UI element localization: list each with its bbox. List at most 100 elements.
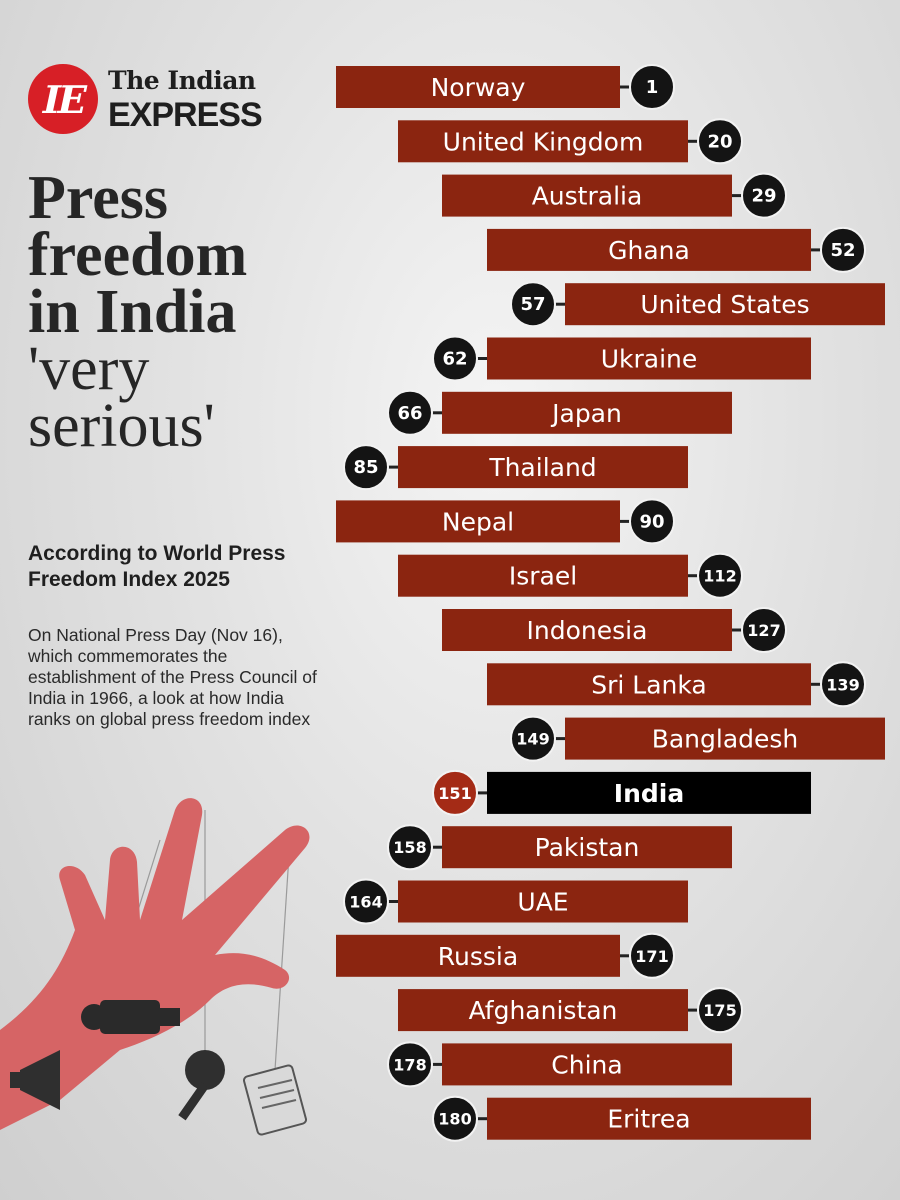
bar-india (487, 771, 811, 814)
chart-row-afghanistan: Afghanistan 175 (398, 987, 743, 1034)
bar-uae (398, 880, 688, 923)
rank-value-israel: 112 (703, 567, 736, 586)
chart-row-japan: Japan 66 (387, 389, 732, 436)
rank-value-bangladesh: 149 (516, 730, 549, 749)
rank-badge-ghana (820, 226, 866, 273)
headline: Press freedom in India 'very serious' (28, 164, 358, 460)
rank-badge-united-states (510, 281, 556, 328)
rank-badge-eritrea (432, 1095, 478, 1142)
bar-nepal (336, 500, 620, 543)
bar-bangladesh (565, 717, 885, 760)
bar-israel (398, 554, 688, 597)
bar-label-india: India (614, 779, 684, 808)
subhead: According to World Press Freedom Index 2… (28, 542, 286, 591)
rank-badge-afghanistan (697, 987, 743, 1034)
rank-badge-australia (741, 172, 787, 219)
chart-row-israel: Israel 112 (398, 552, 743, 599)
rank-value-uae: 164 (349, 893, 382, 912)
rank-value-sri-lanka: 139 (826, 675, 859, 694)
bar-pakistan (442, 826, 732, 869)
bar-norway (336, 66, 620, 108)
camera-icon (81, 1000, 180, 1034)
rank-value-norway: 1 (646, 77, 659, 98)
bar-japan (442, 391, 732, 434)
chart-row-sri-lanka: Sri Lanka 139 (487, 661, 866, 708)
rank-value-russia: 171 (635, 947, 668, 966)
rank-badge-japan (387, 389, 433, 436)
chart-row-indonesia: Indonesia 127 (442, 607, 787, 653)
rank-value-ukraine: 62 (442, 349, 467, 370)
bar-label-indonesia: Indonesia (527, 616, 648, 645)
bar-thailand (398, 446, 688, 489)
chart-row-ukraine: Ukraine 62 (432, 335, 811, 382)
chart-row-united-states: United States 57 (510, 281, 885, 328)
bar-label-japan: Japan (550, 399, 622, 428)
bar-indonesia (442, 609, 732, 651)
bar-label-china: China (551, 1050, 622, 1079)
bar-sri-lanka (487, 663, 811, 706)
microphone-icon (178, 1050, 225, 1121)
bar-eritrea (487, 1097, 811, 1140)
bar-label-ghana: Ghana (608, 236, 690, 265)
rank-badge-russia (629, 932, 675, 979)
rank-value-india: 151 (438, 784, 471, 803)
bar-label-uae: UAE (517, 888, 568, 917)
bar-label-pakistan: Pakistan (535, 833, 640, 862)
rank-value-pakistan: 158 (393, 838, 426, 857)
chart-row-china: China 178 (387, 1041, 732, 1088)
rank-badge-nepal (629, 498, 675, 545)
rank-value-indonesia: 127 (747, 621, 780, 640)
rank-value-ghana: 52 (830, 240, 855, 261)
chart-row-russia: Russia 171 (336, 932, 675, 979)
bar-label-bangladesh: Bangladesh (652, 725, 799, 754)
chart-row-bangladesh: Bangladesh 149 (510, 715, 885, 762)
description: On National Press Day (Nov 16), which co… (28, 625, 317, 729)
bar-label-nepal: Nepal (442, 507, 514, 536)
bar-label-israel: Israel (509, 562, 577, 591)
rank-value-australia: 29 (751, 186, 776, 207)
headline-line-1: Press (28, 164, 169, 232)
chart-row-australia: Australia 29 (442, 172, 787, 219)
rank-badge-india (432, 769, 478, 816)
chart-row-united-kingdom: United Kingdom 20 (398, 118, 743, 165)
bar-label-russia: Russia (438, 942, 518, 971)
rank-value-united-kingdom: 20 (707, 131, 732, 152)
chart-row-norway: Norway 1 (336, 64, 675, 110)
bar-afghanistan (398, 989, 688, 1032)
rank-badge-indonesia (741, 607, 787, 653)
brand-name-line2: EXPRESS (108, 96, 263, 134)
bar-label-australia: Australia (532, 182, 643, 211)
chart-row-pakistan: Pakistan 158 (387, 824, 732, 871)
chart-row-eritrea: Eritrea 180 (432, 1095, 811, 1142)
bar-australia (442, 174, 732, 217)
rank-badge-united-kingdom (697, 118, 743, 165)
rank-badge-uae (343, 878, 389, 925)
rank-value-afghanistan: 175 (703, 1001, 736, 1020)
headline-line-5: serious' (28, 392, 215, 460)
rank-value-united-states: 57 (520, 294, 545, 315)
bar-russia (336, 934, 620, 977)
rank-value-japan: 66 (397, 403, 422, 424)
newspaper-icon (242, 1064, 308, 1136)
headline-line-2: freedom (28, 221, 248, 289)
rank-badge-pakistan (387, 824, 433, 871)
headline-line-3: in India (28, 278, 237, 346)
megaphone-icon (10, 1050, 60, 1110)
bar-ukraine (487, 337, 811, 380)
chart-row-thailand: Thailand 85 (343, 444, 688, 491)
puppet-hand-illustration (0, 798, 310, 1136)
rank-value-eritrea: 180 (438, 1110, 471, 1129)
bar-label-united-kingdom: United Kingdom (443, 127, 644, 156)
brand-mark: IE (28, 64, 98, 134)
rank-badge-israel (697, 552, 743, 599)
rank-badge-sri-lanka (820, 661, 866, 708)
rank-badge-thailand (343, 444, 389, 491)
bar-label-united-states: United States (640, 290, 809, 319)
chart-row-india: India 151 (432, 769, 811, 816)
rank-value-nepal: 90 (639, 511, 664, 532)
bar-label-thailand: Thailand (488, 453, 596, 482)
chart-row-ghana: Ghana 52 (487, 226, 866, 273)
rank-badge-ukraine (432, 335, 478, 382)
bar-label-ukraine: Ukraine (601, 345, 698, 374)
bar-ghana (487, 228, 811, 271)
